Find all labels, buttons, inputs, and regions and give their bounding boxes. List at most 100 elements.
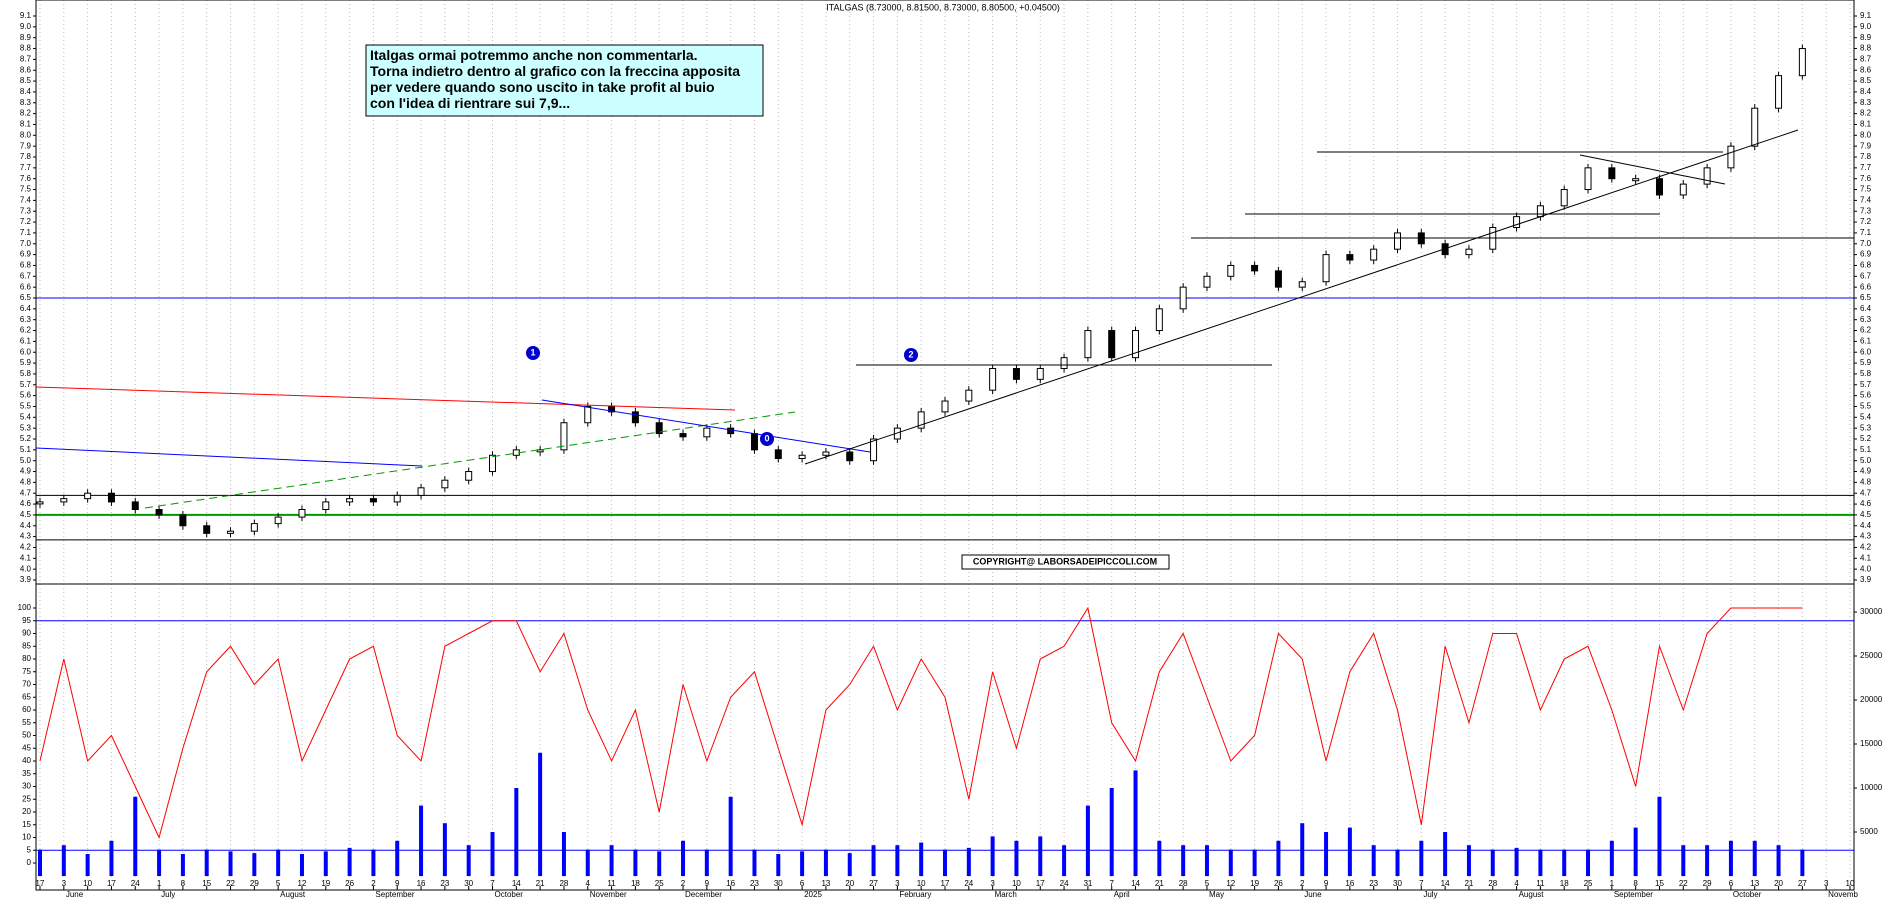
- y-tick-label: 8.9: [1860, 33, 1872, 42]
- y-tick-label: 4.2: [20, 543, 32, 552]
- volume-bar: [728, 796, 733, 876]
- y-tick-label: 4.9: [1860, 467, 1872, 476]
- month-label: September: [1614, 890, 1653, 899]
- candle: [989, 368, 997, 391]
- y-tick-label: 4.3: [1860, 532, 1872, 541]
- y-tick-label: 6.1: [20, 336, 32, 345]
- x-tick-label: 23: [440, 879, 449, 888]
- x-tick-label: 11: [607, 879, 616, 888]
- volume-bar: [299, 854, 304, 876]
- y-tick-label: 6.5: [20, 293, 32, 302]
- y-tick-label: 6.4: [20, 304, 32, 313]
- candle: [1203, 275, 1211, 288]
- y-tick-label: 0: [27, 858, 32, 867]
- trendline: [35, 386, 736, 411]
- x-tick-label: 28: [559, 879, 568, 888]
- volume-bar: [1228, 849, 1233, 876]
- y-tick-label: 5.3: [1860, 423, 1872, 432]
- y-tick-label: 60: [22, 705, 31, 714]
- x-tick-label: 8: [181, 879, 186, 888]
- y-tick-label: 5.4: [1860, 412, 1872, 421]
- candle: [1679, 183, 1687, 196]
- y-tick-label: 6.4: [1860, 304, 1872, 313]
- marker: 1: [530, 347, 535, 357]
- y-tick-label: 4.3: [20, 532, 32, 541]
- y-tick-label: 6.6: [20, 282, 32, 291]
- y-tick-label: 7.9: [1860, 141, 1872, 150]
- y-tick-label: 6.0: [20, 347, 32, 356]
- y-tick-label: 7.6: [20, 174, 32, 183]
- volume-bar: [1395, 849, 1400, 876]
- y-tick-label: 8.1: [20, 120, 32, 129]
- y-tick-label: 45: [22, 743, 31, 752]
- candle: [107, 492, 115, 503]
- candle: [489, 454, 496, 473]
- y-tick-label: 85: [22, 641, 31, 650]
- x-tick-label: 24: [1060, 879, 1069, 888]
- y-tick-label: 30000: [1860, 607, 1883, 616]
- volume-bar: [1347, 827, 1352, 876]
- x-tick-label: 15: [202, 879, 211, 888]
- month-label: June: [1304, 890, 1322, 899]
- y-tick-label: 30: [22, 782, 31, 791]
- month-label: 2025: [804, 890, 822, 899]
- y-tick-label: 6.7: [1860, 271, 1872, 280]
- candle: [1465, 248, 1473, 256]
- x-tick-label: 7: [1109, 879, 1114, 888]
- y-tick-label: 5.8: [20, 369, 32, 378]
- candle: [417, 487, 425, 496]
- volume-bar: [1633, 827, 1638, 876]
- trendline: [35, 447, 423, 467]
- y-tick-label: 15: [22, 820, 31, 829]
- x-tick-label: 2: [681, 879, 686, 888]
- volume-bar: [847, 853, 852, 876]
- x-tick-label: 10: [83, 879, 92, 888]
- y-tick-label: 5.5: [1860, 402, 1872, 411]
- y-tick-label: 5.9: [1860, 358, 1872, 367]
- y-tick-label: 4.4: [20, 521, 32, 530]
- y-tick-label: 7.7: [1860, 163, 1872, 172]
- x-tick-label: 20: [845, 879, 854, 888]
- x-tick-label: 11: [1536, 879, 1545, 888]
- y-tick-label: 8.8: [20, 44, 32, 53]
- volume-bar: [800, 851, 805, 876]
- month-label: February: [899, 890, 931, 899]
- candle: [179, 514, 187, 527]
- volume-bar: [1443, 832, 1448, 876]
- x-tick-label: 21: [1155, 879, 1164, 888]
- y-tick-label: 7.5: [1860, 185, 1872, 194]
- y-tick-label: 4.0: [1860, 564, 1872, 573]
- month-label: June: [66, 890, 84, 899]
- y-tick-label: 4.5: [20, 510, 32, 519]
- y-tick-label: 7.8: [20, 152, 32, 161]
- x-tick-label: 16: [726, 879, 735, 888]
- volume-bar: [1752, 840, 1757, 876]
- volume-bar: [1204, 845, 1209, 876]
- annotation-line: Italgas ormai potremmo anche non comment…: [370, 47, 698, 63]
- x-tick-label: 15: [1655, 879, 1664, 888]
- x-tick-label: 4: [586, 879, 591, 888]
- y-tick-label: 7.0: [1860, 239, 1872, 248]
- candle: [1394, 232, 1401, 250]
- volume-bar: [323, 851, 328, 876]
- y-tick-label: 80: [22, 654, 31, 663]
- candle: [798, 454, 806, 460]
- trendline: [144, 411, 796, 509]
- x-tick-label: 10: [917, 879, 926, 888]
- candle: [727, 427, 735, 435]
- candle: [298, 509, 306, 518]
- y-tick-label: 5: [27, 845, 32, 854]
- y-tick-label: 6.8: [1860, 261, 1872, 270]
- candle: [250, 523, 258, 532]
- volume-bar: [1562, 849, 1567, 876]
- triangle-line: [1579, 154, 1726, 185]
- y-tick-label: 7.7: [20, 163, 32, 172]
- volume-bar: [204, 849, 209, 876]
- y-tick-label: 3.9: [20, 575, 32, 584]
- volume-bar: [490, 832, 495, 876]
- volume-bar: [347, 847, 352, 876]
- volume-bar: [1538, 849, 1543, 876]
- x-tick-label: 26: [1274, 879, 1283, 888]
- x-tick-label: 17: [1036, 879, 1045, 888]
